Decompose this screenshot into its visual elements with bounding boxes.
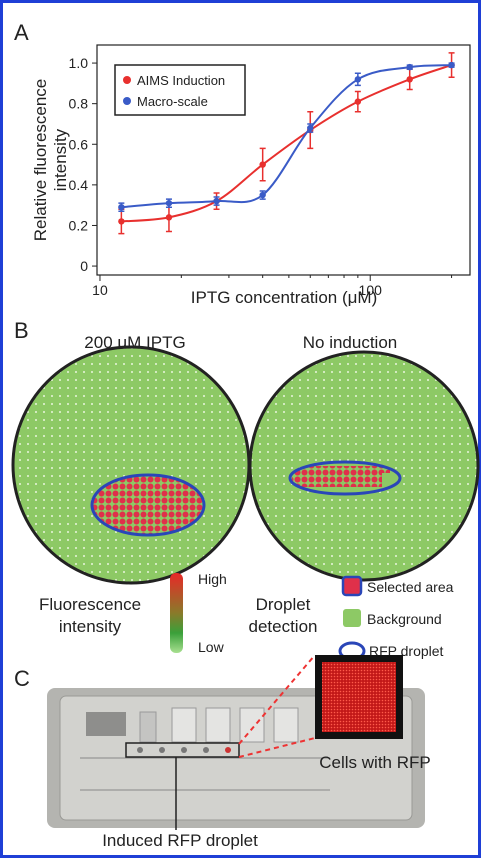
y-tick-label: 0.8 — [69, 96, 89, 112]
y-tick-label: 0.6 — [69, 136, 89, 152]
inset-image — [322, 662, 396, 732]
plot-frame — [96, 44, 471, 276]
fit-line — [121, 64, 452, 223]
data-point — [448, 61, 455, 69]
legend-title: intensity — [59, 617, 122, 636]
y-tick-label: 0.2 — [69, 217, 89, 233]
data-point — [406, 63, 413, 71]
data-point — [307, 124, 314, 132]
legend-label: Macro-scale — [137, 94, 208, 109]
y-axis-label: Relative fluorescence — [31, 79, 50, 242]
x-tick-label: 10 — [92, 282, 108, 298]
data-point — [259, 161, 266, 168]
color-bar — [170, 573, 183, 653]
legend-title: Droplet — [256, 595, 311, 614]
data-point — [406, 76, 413, 83]
legend-marker — [123, 76, 131, 84]
data-point — [118, 203, 125, 211]
data-point — [354, 98, 362, 105]
panel-label: A — [14, 20, 29, 45]
x-tick-label: 100 — [359, 282, 383, 298]
x-axis-label: IPTG concentration (μM) — [191, 288, 377, 307]
y-tick-label: 1.0 — [69, 55, 89, 71]
inset-caption: Cells with RFP — [319, 753, 430, 772]
data-point — [354, 76, 362, 83]
data-point — [165, 214, 173, 221]
y-tick-label: 0.4 — [69, 177, 89, 193]
legend-title: Fluorescence — [39, 595, 141, 614]
droplet — [288, 460, 402, 496]
data-point — [165, 199, 173, 207]
panel-label: C — [14, 666, 30, 691]
legend-label: Selected area — [367, 579, 454, 595]
legend-box — [114, 64, 246, 116]
legend-marker — [123, 97, 131, 105]
data-point — [118, 218, 125, 225]
droplet — [90, 473, 206, 537]
data-point — [213, 197, 220, 205]
panel-label: B — [14, 318, 29, 343]
selected-area — [292, 466, 390, 487]
data-point — [259, 191, 266, 199]
caption: Induced RFP droplet — [102, 831, 258, 850]
fit-line — [121, 64, 452, 209]
legend-label: Background — [367, 611, 442, 627]
legend-swatch — [341, 575, 363, 597]
y-tick-label: 0 — [80, 258, 88, 274]
legend-swatch — [343, 609, 361, 627]
image-title: No induction — [303, 333, 398, 352]
plot-area: 0 0.2 0.4 0.6 0.8 1.0 10 100 AIMS Induction Macro… — [69, 44, 471, 298]
legend-label: AIMS Induction — [137, 73, 225, 88]
color-bar-label: Low — [198, 639, 225, 655]
well-image — [11, 345, 251, 585]
image-title: 200 μM IPTG — [84, 333, 185, 352]
color-bar-label: High — [198, 571, 227, 587]
y-axis-label: intensity — [51, 128, 70, 191]
legend-title: detection — [249, 617, 318, 636]
